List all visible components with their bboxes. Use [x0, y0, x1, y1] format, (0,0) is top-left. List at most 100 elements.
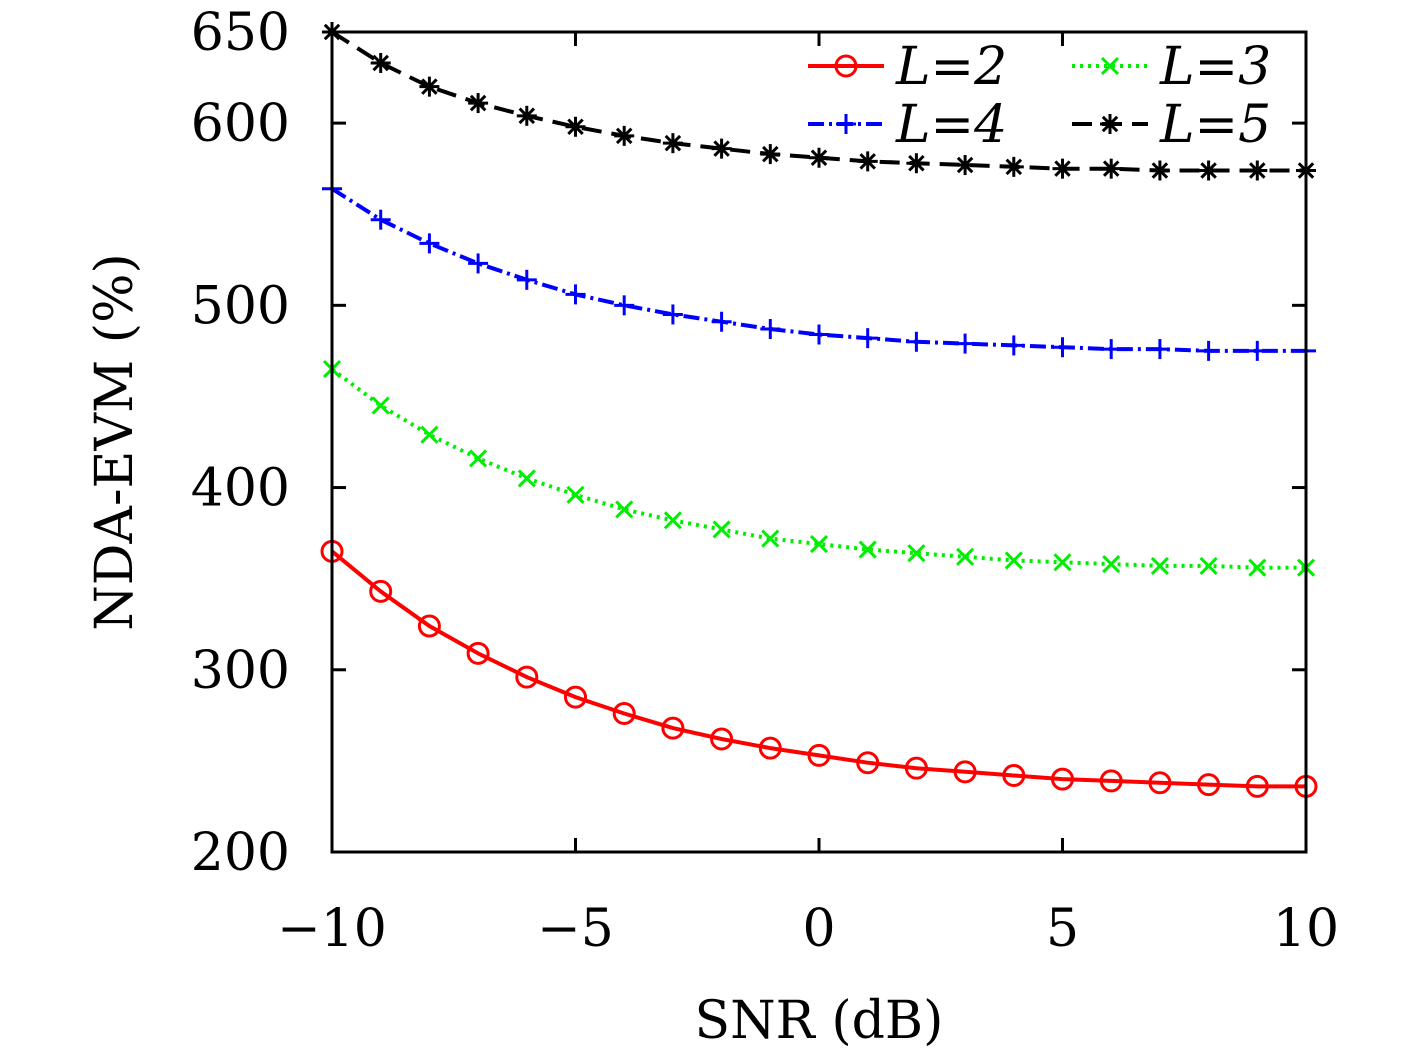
series-l5-point: [370, 52, 391, 73]
series-l5-point: [809, 147, 829, 168]
series-l3: [322, 360, 1316, 577]
series-l5-point: [711, 138, 732, 159]
series-l3-point: [566, 485, 585, 504]
series-l4-point: [857, 328, 878, 349]
series-l3-point: [469, 449, 488, 468]
series-l4: [322, 178, 1316, 361]
series-l5-point: [1149, 160, 1170, 181]
series-l5-point: [614, 125, 635, 146]
x-tick-label: 0: [802, 899, 835, 959]
legend-label: L=3: [1159, 37, 1271, 97]
series-l5-point: [662, 133, 683, 154]
series-l5-point: [468, 93, 489, 114]
legend-marker: [1100, 114, 1120, 134]
series-l4-point: [1003, 335, 1024, 356]
series-l2-point: [953, 760, 977, 784]
y-axis-title: NDA-EVM (%): [85, 253, 145, 631]
series-l5-point: [565, 116, 586, 137]
legend-label: L=5: [1159, 95, 1271, 155]
series-l2-point: [1148, 771, 1172, 795]
y-tick-label: 300: [191, 641, 290, 701]
series-l4-point: [614, 295, 635, 316]
series-l2-point: [1197, 773, 1221, 797]
legend-marker: [836, 114, 856, 134]
series-l3-line: [330, 367, 1306, 570]
series-l5-line: [330, 30, 1306, 173]
series-l4-line: [330, 187, 1306, 353]
series-l4-point: [419, 233, 440, 254]
y-tick-label: 400: [191, 459, 290, 519]
legend-item-l5: L=5: [1072, 95, 1271, 155]
y-tick-label: 500: [191, 276, 290, 336]
series-l3-point: [761, 529, 780, 548]
series-l4-point: [1198, 340, 1219, 361]
x-tick-label: 5: [1046, 899, 1079, 959]
series-l4-point: [711, 311, 732, 332]
series-l2-point: [807, 743, 831, 767]
x-axis: −10 −5 0 5 10: [277, 32, 1339, 959]
series-l3-point: [1150, 556, 1169, 575]
series-l4-point: [662, 304, 683, 325]
y-axis: 200 300 400 500 600 650: [191, 3, 1306, 883]
series-l3-point: [907, 544, 926, 563]
series-l3-point: [1199, 556, 1218, 575]
series-l2: [320, 539, 1318, 798]
series-l2-point: [1002, 763, 1026, 787]
series-l5-point: [1003, 156, 1024, 177]
series-l4-point: [906, 331, 927, 352]
series-l5-point: [1247, 160, 1268, 181]
series-l5-point: [1052, 158, 1073, 179]
legend-marker: [1100, 56, 1120, 76]
series-l5-point: [1101, 158, 1122, 179]
series-l4-point: [468, 253, 489, 274]
series-l5-point: [906, 153, 927, 174]
series-l4-point: [1149, 339, 1170, 360]
series-l4-point: [955, 333, 976, 354]
y-tick-label: 600: [191, 94, 290, 154]
series-l2-point: [1051, 767, 1074, 791]
legend-item-l4: L=4: [808, 95, 1007, 155]
series-l4-point: [516, 269, 537, 290]
series-l3-point: [371, 396, 390, 415]
legend-marker: [834, 54, 858, 78]
series-l3-point: [663, 511, 682, 530]
series-l4-point: [760, 319, 781, 340]
legend-item-l2: L=2: [808, 37, 1007, 97]
legend-label: L=4: [895, 95, 1007, 155]
series-l2-point: [515, 665, 539, 689]
series-l3-point: [956, 547, 975, 566]
series-l5-point: [760, 144, 781, 165]
series-l2-point: [564, 685, 587, 709]
series-l3-point: [1248, 558, 1267, 577]
series-l5-point: [419, 76, 440, 97]
series-l5-point: [955, 155, 976, 176]
series-l4-point: [1101, 339, 1122, 360]
series-l4-point: [809, 324, 829, 345]
legend-label: L=2: [895, 37, 1007, 97]
legend: L=2 L=3 L=4 L=5: [808, 37, 1271, 155]
series-l2-point: [710, 727, 734, 751]
series-l2-point: [904, 756, 928, 780]
series-l2-point: [856, 751, 880, 775]
series-l3-point: [1004, 551, 1023, 570]
series-l3-point: [809, 534, 829, 554]
series-l4-point: [370, 209, 391, 230]
y-tick-label: 650: [191, 3, 290, 63]
series-l2-point: [612, 702, 636, 726]
series-l2-point: [417, 614, 441, 638]
x-tick-label: −5: [537, 899, 614, 959]
series-l4-point: [565, 284, 586, 305]
series-l2-point: [661, 716, 685, 740]
series-l3-point: [1102, 555, 1121, 574]
series-l2-point: [758, 736, 782, 760]
series-l3-point: [712, 520, 731, 539]
x-tick-label: −10: [277, 899, 387, 959]
series-l3-point: [517, 469, 536, 488]
series-l3-point: [615, 500, 634, 519]
series-l2-point: [369, 579, 393, 603]
series-l5-point: [857, 151, 878, 172]
series-l5-point: [1198, 160, 1219, 181]
series-l3-point: [1053, 553, 1072, 572]
y-tick-label: 200: [191, 823, 290, 883]
